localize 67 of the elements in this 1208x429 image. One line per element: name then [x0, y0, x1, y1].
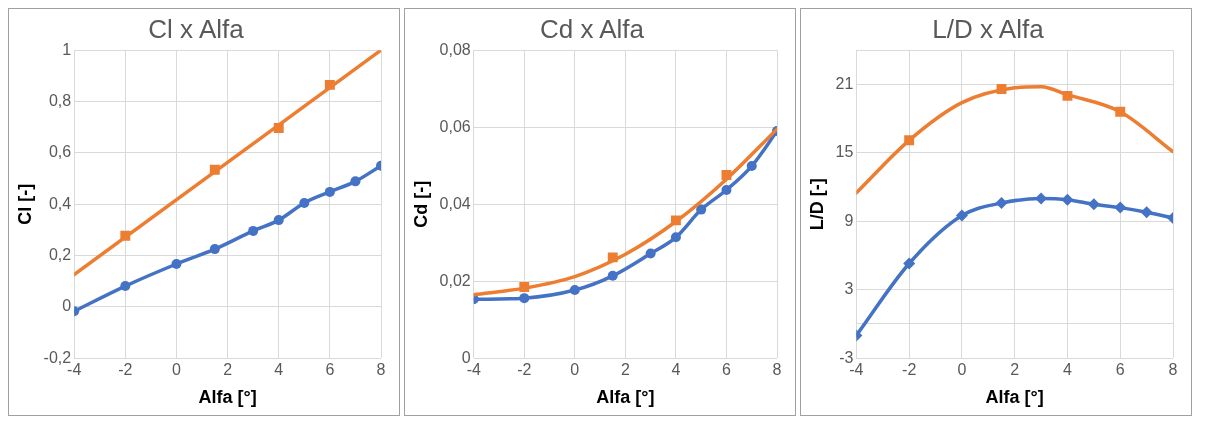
point	[607, 270, 618, 281]
point	[1114, 201, 1127, 214]
point	[299, 197, 310, 208]
y-tick-label: 0,8	[48, 91, 72, 109]
x-axis-title: Alfa [°]	[596, 387, 655, 408]
y-tick-label: 0	[461, 348, 471, 366]
y-tick-label: 9	[844, 211, 854, 229]
point	[903, 257, 916, 270]
y-tick-label: -3	[839, 348, 854, 366]
point	[1140, 206, 1153, 219]
x-tick-label: 2	[223, 361, 233, 379]
y-tick-label: 0,08	[439, 40, 471, 58]
x-tick-label: 4	[671, 361, 681, 379]
x-tick-label: -2	[902, 361, 917, 379]
y-tick-label: 0,6	[48, 143, 72, 161]
point	[350, 176, 361, 187]
chart-title: L/D x Alfa	[932, 13, 1045, 44]
line-series	[856, 84, 1173, 195]
point	[645, 248, 656, 259]
y-axis-title: L/D [-]	[806, 178, 827, 231]
y-tick-label: 15	[835, 143, 854, 161]
x-tick-label: 0	[957, 361, 967, 379]
chart-title: Cd x Alfa	[539, 13, 645, 44]
point	[995, 197, 1008, 210]
point	[1087, 198, 1100, 211]
x-axis-title: Alfa [°]	[198, 387, 257, 408]
y-tick-label: 0,04	[439, 194, 471, 212]
point	[324, 186, 335, 197]
point	[171, 259, 182, 269]
x-tick-label: 8	[376, 361, 386, 379]
chart-title: Cl x Alfa	[148, 13, 245, 44]
x-tick-label: 4	[274, 361, 284, 379]
point	[696, 204, 707, 215]
x-tick-label: 0	[570, 361, 580, 379]
x-tick-label: 6	[325, 361, 335, 379]
y-tick-label: 0,2	[48, 245, 72, 263]
point	[670, 232, 681, 243]
point	[519, 293, 530, 304]
x-tick-label: 6	[1115, 361, 1125, 379]
x-tick-label: 6	[722, 361, 731, 379]
y-axis-title: Cd [-]	[410, 180, 431, 228]
point	[955, 209, 968, 222]
point	[569, 285, 580, 296]
x-tick-label: 2	[620, 361, 630, 379]
y-tick-label: 3	[844, 280, 854, 298]
y-tick-label: 0,4	[48, 194, 72, 212]
y-tick-label: 0,02	[439, 271, 471, 289]
x-tick-label: 0	[171, 361, 181, 379]
point	[209, 244, 220, 255]
x-tick-label: 8	[1168, 361, 1178, 379]
x-tick-label: 4	[1063, 361, 1073, 379]
x-tick-label: 2	[1010, 361, 1020, 379]
y-tick-label: 1	[62, 40, 72, 58]
y-tick-label: 0	[62, 297, 72, 315]
point	[746, 161, 757, 172]
point	[120, 281, 131, 292]
point	[248, 225, 259, 236]
y-axis-title: Cl [-]	[14, 183, 35, 225]
point	[273, 215, 284, 226]
point	[721, 184, 732, 195]
y-tick-label: 0,06	[439, 117, 471, 135]
point	[1061, 193, 1074, 206]
x-tick-label: -2	[118, 361, 133, 379]
x-axis-title: Alfa [°]	[985, 387, 1044, 408]
x-tick-label: -2	[517, 361, 532, 379]
y-tick-label: 21	[835, 74, 854, 92]
x-tick-label: 8	[772, 361, 782, 379]
